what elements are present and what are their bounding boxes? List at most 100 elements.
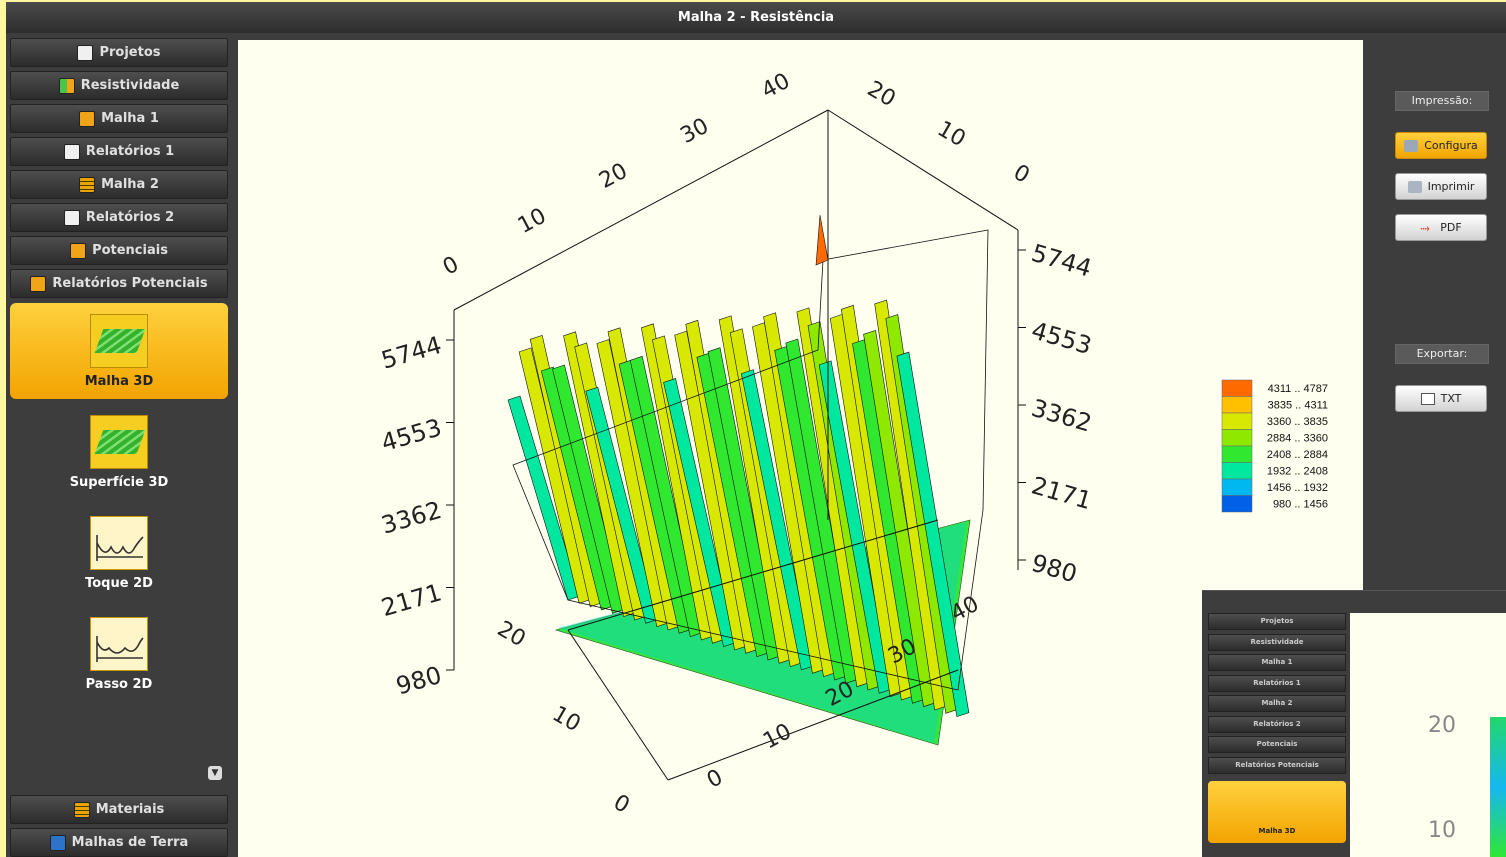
tile-label: Toque 2D <box>85 575 153 591</box>
z-tick-label: 5744 <box>378 331 444 375</box>
step-curve-icon <box>90 616 148 671</box>
thumbnail-nav-item: Relatórios 1 <box>1208 674 1346 692</box>
x-tick-label: 30 <box>676 114 712 149</box>
legend-label: 4311 .. 4787 <box>1268 383 1328 395</box>
tile-malha-3d[interactable]: Malha 3D <box>10 303 228 399</box>
nav-label: Potenciais <box>92 243 168 258</box>
legend-label: 2884 .. 3360 <box>1267 433 1328 445</box>
surface-mesh <box>507 214 989 746</box>
y-tick-label: 10 <box>548 702 585 738</box>
pdf-label: PDF <box>1440 221 1462 234</box>
touch-curve-icon <box>90 515 148 570</box>
thumbnail-nav-item: Potenciais <box>1208 736 1346 753</box>
tile-superficie-3d[interactable]: Superfície 3D <box>10 404 228 500</box>
nav-label: Malha 1 <box>101 111 159 126</box>
legend-swatch <box>1221 478 1253 496</box>
legend: 4311 .. 4787 3835 .. 4311 3360 .. 3835 2884… <box>1221 379 1328 513</box>
x-tick-label: 40 <box>758 69 794 104</box>
nav-potenciais[interactable]: Potenciais <box>10 236 228 265</box>
nav-label: Malha 2 <box>101 177 159 192</box>
thumbnail-nav-item: Resistividade <box>1208 633 1346 651</box>
nav-label: Projetos <box>99 45 161 60</box>
resistivity-icon <box>58 77 75 94</box>
configure-button[interactable]: Configura <box>1395 132 1487 159</box>
nav-malha-2[interactable]: Malha 2 <box>10 170 228 199</box>
sidebar: Projetos Resistividade Malha 1 Relatório… <box>10 38 230 857</box>
x-tick-label: 20 <box>595 159 631 194</box>
tile-toque-2d[interactable]: Toque 2D <box>10 505 228 601</box>
thumbnail-tick: 20 <box>1428 713 1456 738</box>
thumbnail-nav-item: Projetos <box>1208 613 1346 630</box>
legend-label: 980 .. 1456 <box>1273 499 1328 511</box>
thumbnail-tile: Malha 3D <box>1208 781 1346 843</box>
nav-materiais[interactable]: Materiais <box>10 795 228 824</box>
y-tick-label: 20 <box>493 617 530 653</box>
z-tick-label: 4553 <box>378 413 444 457</box>
z-tick-label: 5744 <box>1028 239 1094 283</box>
scroll-down-icon[interactable]: ▼ <box>208 766 222 780</box>
x-tick-label: 0 <box>703 765 727 794</box>
nav-relatorios-1[interactable]: Relatórios 1 <box>10 137 228 166</box>
app-window: Malha 2 - Resistência Projetos Resistivi… <box>6 2 1506 857</box>
z-tick-label: 4553 <box>1028 316 1094 360</box>
pdf-button[interactable]: ⤑ PDF <box>1395 214 1487 241</box>
document-icon <box>63 143 80 160</box>
print-button[interactable]: Imprimir <box>1395 173 1487 200</box>
txt-button[interactable]: TXT <box>1395 385 1487 412</box>
legend-label: 1456 .. 1932 <box>1267 482 1328 494</box>
document-icon <box>63 209 80 226</box>
legend-label: 3360 .. 3835 <box>1267 416 1328 428</box>
export-section-label: Exportar: <box>1395 344 1489 364</box>
legend-swatch <box>1221 412 1253 430</box>
surface-peak <box>815 214 829 266</box>
txt-label: TXT <box>1440 392 1462 405</box>
tile-passo-2d[interactable]: Passo 2D <box>10 606 228 702</box>
z-tick-label: 3362 <box>378 496 444 540</box>
z-tick-label: 2171 <box>1028 471 1094 515</box>
nav-malhas-de-terra[interactable]: Malhas de Terra <box>10 828 228 857</box>
thumbnail-nav-item: Relatórios Potenciais <box>1208 756 1346 774</box>
z-tick-label: 980 <box>1028 549 1080 589</box>
y-tick-label: 0 <box>609 790 634 819</box>
pdf-icon: ⤑ <box>1420 220 1430 235</box>
x-tick-label: 10 <box>514 204 550 239</box>
surface-3d-icon <box>90 414 148 469</box>
ground-mesh-icon <box>49 834 66 851</box>
nav-relatorios-potenciais[interactable]: Relatórios Potenciais <box>10 269 228 298</box>
legend-swatch <box>1221 379 1253 397</box>
nav-label: Materiais <box>95 802 165 817</box>
top-edge-x <box>453 109 829 311</box>
print-section-label: Impressão: <box>1395 91 1489 111</box>
z-tick-label: 2171 <box>378 578 444 622</box>
y-tick-label: 0 <box>1009 160 1034 189</box>
nav-relatorios-2[interactable]: Relatórios 2 <box>10 203 228 232</box>
thumbnail-tick: 10 <box>1428 818 1456 843</box>
plot-area: 980 980 2171 2171 3362 3362 4553 4553 5744 5744 0 0… <box>238 40 1363 857</box>
tile-label: Superfície 3D <box>69 474 169 490</box>
thumbnail-plot: 20 10 <box>1350 613 1506 857</box>
legend-swatch <box>1221 429 1253 447</box>
nav-malha-1[interactable]: Malha 1 <box>10 104 228 133</box>
thumbnail-surface <box>1490 717 1506 857</box>
tile-label: Malha 3D <box>84 373 154 389</box>
legend-swatch <box>1221 462 1253 480</box>
nav-projetos[interactable]: Projetos <box>10 38 228 67</box>
legend-label: 2408 .. 2884 <box>1267 449 1328 461</box>
legend-label: 1932 .. 2408 <box>1267 466 1328 478</box>
configure-label: Configura <box>1424 139 1478 152</box>
base-edge-front <box>667 669 959 781</box>
thumbnail-nav-item: Relatórios 2 <box>1208 715 1346 733</box>
z-tick-label: 3362 <box>1028 394 1094 438</box>
nav-label: Resistividade <box>80 78 180 93</box>
print-label: Imprimir <box>1427 180 1475 193</box>
nav-label: Relatórios 2 <box>85 210 175 225</box>
legend-swatch <box>1221 396 1253 414</box>
x-tick-label: 10 <box>759 719 795 754</box>
nav-resistividade[interactable]: Resistividade <box>10 71 228 100</box>
mesh-3d-icon <box>90 313 148 368</box>
grid-chart-icon <box>79 110 96 127</box>
grid-chart-icon <box>30 275 47 292</box>
nav-label: Relatórios 1 <box>85 144 175 159</box>
base-edge-x <box>567 519 939 631</box>
document-icon <box>77 44 94 61</box>
